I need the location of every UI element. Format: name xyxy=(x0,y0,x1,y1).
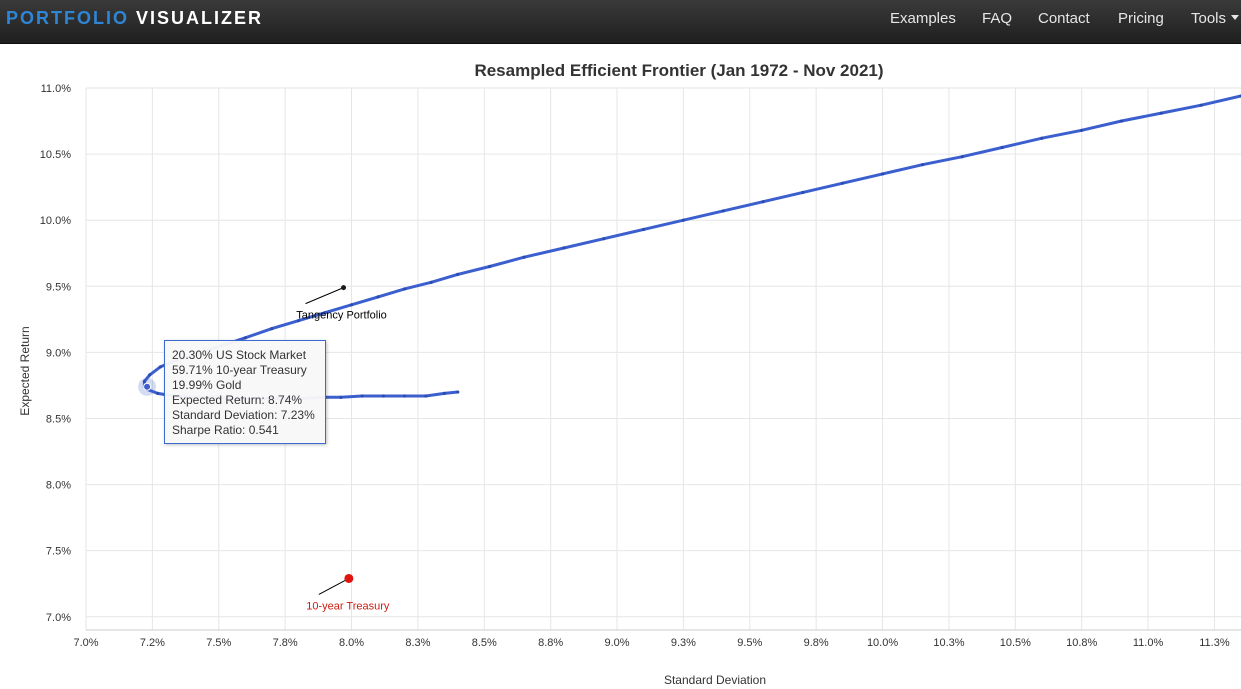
frontier-point xyxy=(429,280,433,284)
y-tick-label: 9.0% xyxy=(46,347,71,359)
x-tick-label: 7.8% xyxy=(273,637,298,649)
y-tick-label: 9.5% xyxy=(46,281,71,293)
frontier-point xyxy=(1199,103,1203,107)
frontier-point xyxy=(360,394,364,398)
tooltip-line: 20.30% US Stock Market xyxy=(172,348,307,362)
frontier-point xyxy=(1000,145,1004,150)
x-tick-label: 7.5% xyxy=(206,637,231,649)
brand-part-visualizer: VISUALIZER xyxy=(136,8,264,28)
nav-contact[interactable]: Contact xyxy=(1038,10,1090,27)
tooltip-line: Standard Deviation: 7.23% xyxy=(172,408,315,422)
tangency-label: Tangency Portfolio xyxy=(296,310,387,322)
x-tick-label: 10.8% xyxy=(1066,637,1097,649)
nav-examples[interactable]: Examples xyxy=(890,10,956,27)
y-tick-label: 8.0% xyxy=(46,480,71,492)
x-tick-label: 7.2% xyxy=(140,637,165,649)
y-tick-label: 11.0% xyxy=(41,83,72,95)
frontier-point xyxy=(880,172,885,176)
frontier-point xyxy=(376,295,380,299)
y-tick-label: 10.5% xyxy=(40,149,71,161)
frontier-point xyxy=(156,391,160,395)
frontier-point xyxy=(801,190,805,195)
frontier-point xyxy=(681,218,686,222)
frontier-point xyxy=(487,264,492,269)
treasury-point xyxy=(344,573,354,583)
tangency-connector xyxy=(305,287,344,305)
point-tooltip: 20.30% US Stock Market 59.71% 10-year Tr… xyxy=(164,340,326,444)
x-tick-label: 8.0% xyxy=(339,637,364,649)
x-tick-label: 10.0% xyxy=(867,637,898,649)
x-tick-label: 8.8% xyxy=(538,637,563,649)
frontier-point xyxy=(920,163,924,167)
y-tick-label: 7.5% xyxy=(46,546,71,558)
x-tick-label: 11.3% xyxy=(1199,637,1230,649)
hover-point xyxy=(143,382,152,391)
frontier-point xyxy=(381,394,385,398)
frontier-point xyxy=(349,303,354,307)
tooltip-line: Sharpe Ratio: 0.541 xyxy=(172,423,279,437)
frontier-point xyxy=(562,246,566,250)
y-axis-ticks: 7.0% 7.5% 8.0% 8.5% 9.0% 9.5% 10.0% 10.5% 11.0% xyxy=(40,83,71,624)
treasury-label: 10-year Treasury xyxy=(306,600,390,612)
tangency-point xyxy=(341,285,347,291)
x-tick-label: 9.0% xyxy=(604,637,629,649)
frontier-point xyxy=(403,287,407,291)
frontier-point xyxy=(456,272,460,276)
tooltip-line: Expected Return: 8.74% xyxy=(172,393,303,407)
brand-logo[interactable]: PORTFOLIO VISUALIZER xyxy=(6,8,263,29)
frontier-point xyxy=(243,336,247,340)
frontier-point xyxy=(339,395,343,399)
frontier-point xyxy=(456,390,460,394)
brand-part-portfolio: PORTFOLIO xyxy=(6,8,129,28)
frontier-point xyxy=(1040,136,1044,140)
x-tick-label: 8.3% xyxy=(405,637,430,649)
frontier-point xyxy=(142,379,147,384)
x-tick-label: 11.0% xyxy=(1133,637,1164,649)
frontier-point xyxy=(522,255,526,259)
frontier-point xyxy=(403,394,407,398)
y-tick-label: 8.5% xyxy=(46,413,71,425)
frontier-point xyxy=(270,326,274,331)
frontier-point xyxy=(721,209,725,213)
x-tick-label: 9.5% xyxy=(737,637,762,649)
frontier-point xyxy=(323,311,327,315)
frontier-point xyxy=(761,200,765,204)
tooltip-line: 19.99% Gold xyxy=(172,378,242,392)
nav-pricing[interactable]: Pricing xyxy=(1118,10,1164,27)
y-tick-label: 10.0% xyxy=(40,215,71,227)
frontier-point xyxy=(1159,111,1163,115)
frontier-point xyxy=(158,365,162,369)
frontier-point xyxy=(602,237,606,241)
nav-tools-dropdown[interactable]: Tools xyxy=(1191,10,1240,27)
frontier-point xyxy=(1119,119,1124,123)
x-tick-label: 10.5% xyxy=(1000,637,1031,649)
x-tick-label: 9.8% xyxy=(804,637,829,649)
chevron-down-icon xyxy=(1231,15,1240,20)
frontier-point xyxy=(296,319,301,323)
tooltip-line: 59.71% 10-year Treasury xyxy=(172,363,307,377)
frontier-point xyxy=(1080,128,1084,132)
frontier-point xyxy=(424,394,428,398)
y-axis-label: Expected Return xyxy=(18,326,32,415)
nav-faq[interactable]: FAQ xyxy=(982,10,1013,27)
x-tick-label: 10.3% xyxy=(933,637,964,649)
x-axis-ticks: 7.0% 7.2% 7.5% 7.8% 8.0% 8.3% 8.5% 8.8% 9.0% 9.3%… xyxy=(73,637,1229,649)
frontier-point xyxy=(442,391,447,395)
x-tick-label: 7.0% xyxy=(73,637,98,649)
x-tick-label: 8.5% xyxy=(472,637,497,649)
y-tick-label: 7.0% xyxy=(46,612,71,624)
x-axis-label: Standard Deviation xyxy=(664,673,766,687)
frontier-point xyxy=(841,181,845,185)
chart-title: Resampled Efficient Frontier (Jan 1972 -… xyxy=(474,61,883,80)
top-navbar: PORTFOLIO VISUALIZER Examples FAQ Contac… xyxy=(0,0,1241,44)
frontier-point xyxy=(960,155,964,159)
x-tick-label: 9.3% xyxy=(671,637,696,649)
frontier-point xyxy=(148,373,152,377)
treasury-connector xyxy=(318,578,350,595)
nav-tools-label: Tools xyxy=(1191,10,1227,27)
annotations: Tangency Portfolio 10-year Treasury xyxy=(138,285,390,612)
frontier-point xyxy=(641,227,646,232)
